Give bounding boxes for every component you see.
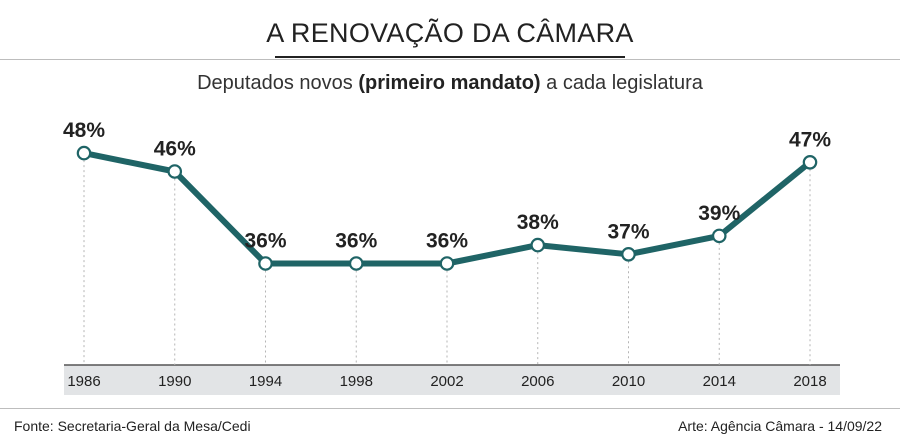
- data-label: 36%: [426, 230, 468, 253]
- title-underline: [275, 56, 625, 58]
- x-tick-label: 1994: [249, 373, 282, 390]
- x-axis-band: [64, 365, 840, 395]
- subtitle-text-start: Deputados novos: [197, 72, 359, 94]
- x-tick-label: 2010: [612, 373, 645, 390]
- data-label: 47%: [789, 128, 831, 151]
- data-point: [76, 145, 92, 161]
- data-label: 36%: [335, 230, 377, 253]
- subtitle-text-end: a cada legislatura: [540, 72, 703, 94]
- data-label: 46%: [154, 138, 196, 161]
- x-tick-label: 1986: [67, 373, 100, 390]
- footer-credit: Arte: Agência Câmara - 14/09/22: [678, 418, 882, 434]
- data-point: [348, 256, 364, 271]
- data-point: [167, 164, 183, 179]
- data-label: 38%: [517, 211, 559, 234]
- x-tick-label: 2014: [703, 373, 736, 390]
- data-point: [439, 256, 455, 271]
- chart-title: A RENOVAÇÃO DA CÂMARA: [266, 18, 634, 48]
- footer-divider: [0, 408, 900, 409]
- footer-source: Fonte: Secretaria-Geral da Mesa/Cedi: [14, 418, 251, 434]
- chart-subtitle: Deputados novos (primeiro mandato) a cad…: [0, 72, 900, 95]
- x-tick-label: 1998: [340, 373, 373, 390]
- data-label: 39%: [698, 202, 740, 225]
- x-tick-label: 2006: [521, 373, 554, 390]
- top-divider: [0, 59, 900, 60]
- data-label: 48%: [63, 119, 105, 142]
- data-label: 37%: [607, 220, 649, 243]
- subtitle-text-bold: (primeiro mandato): [358, 72, 541, 94]
- data-point: [258, 256, 273, 271]
- data-point: [711, 228, 727, 244]
- x-tick-label: 2018: [793, 373, 826, 390]
- data-point: [530, 237, 546, 253]
- x-tick-label: 2002: [430, 373, 463, 390]
- data-point: [621, 247, 636, 262]
- x-tick-label: 1990: [158, 373, 191, 390]
- data-label: 36%: [244, 230, 286, 253]
- data-point: [802, 155, 818, 170]
